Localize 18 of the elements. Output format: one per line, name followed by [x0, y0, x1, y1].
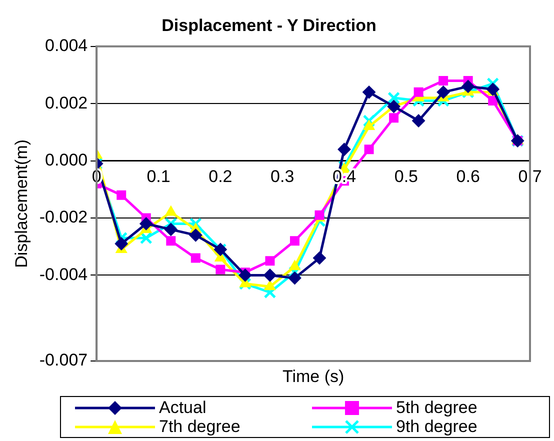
y-tick-label: -0.004 — [39, 264, 88, 284]
legend-label: Actual — [159, 398, 206, 417]
x-axis-title: Time (s) — [282, 367, 344, 386]
y-axis-title: Displacement(m) — [12, 139, 31, 268]
x-tick-label: 0.3 — [270, 166, 294, 186]
x-tick-label: 0.6 — [456, 166, 480, 186]
legend-label: 7th degree — [159, 417, 240, 436]
y-tick-label: 0.004 — [45, 36, 88, 56]
y-tick-label: -0.002 — [39, 208, 88, 227]
x-tick-label: 0.2 — [208, 166, 232, 186]
y-tick-label: 0.000 — [45, 150, 88, 170]
chart-title: Displacement - Y Direction — [162, 16, 376, 35]
x-tick-label: 0.1 — [146, 166, 170, 186]
x-tick-label: 0.5 — [394, 166, 418, 186]
legend-label: 5th degree — [396, 398, 478, 417]
y-tick-label: -0.007 — [39, 350, 88, 370]
y-tick-label: 0.002 — [45, 93, 88, 112]
legend-label: 9th degree — [396, 417, 478, 436]
